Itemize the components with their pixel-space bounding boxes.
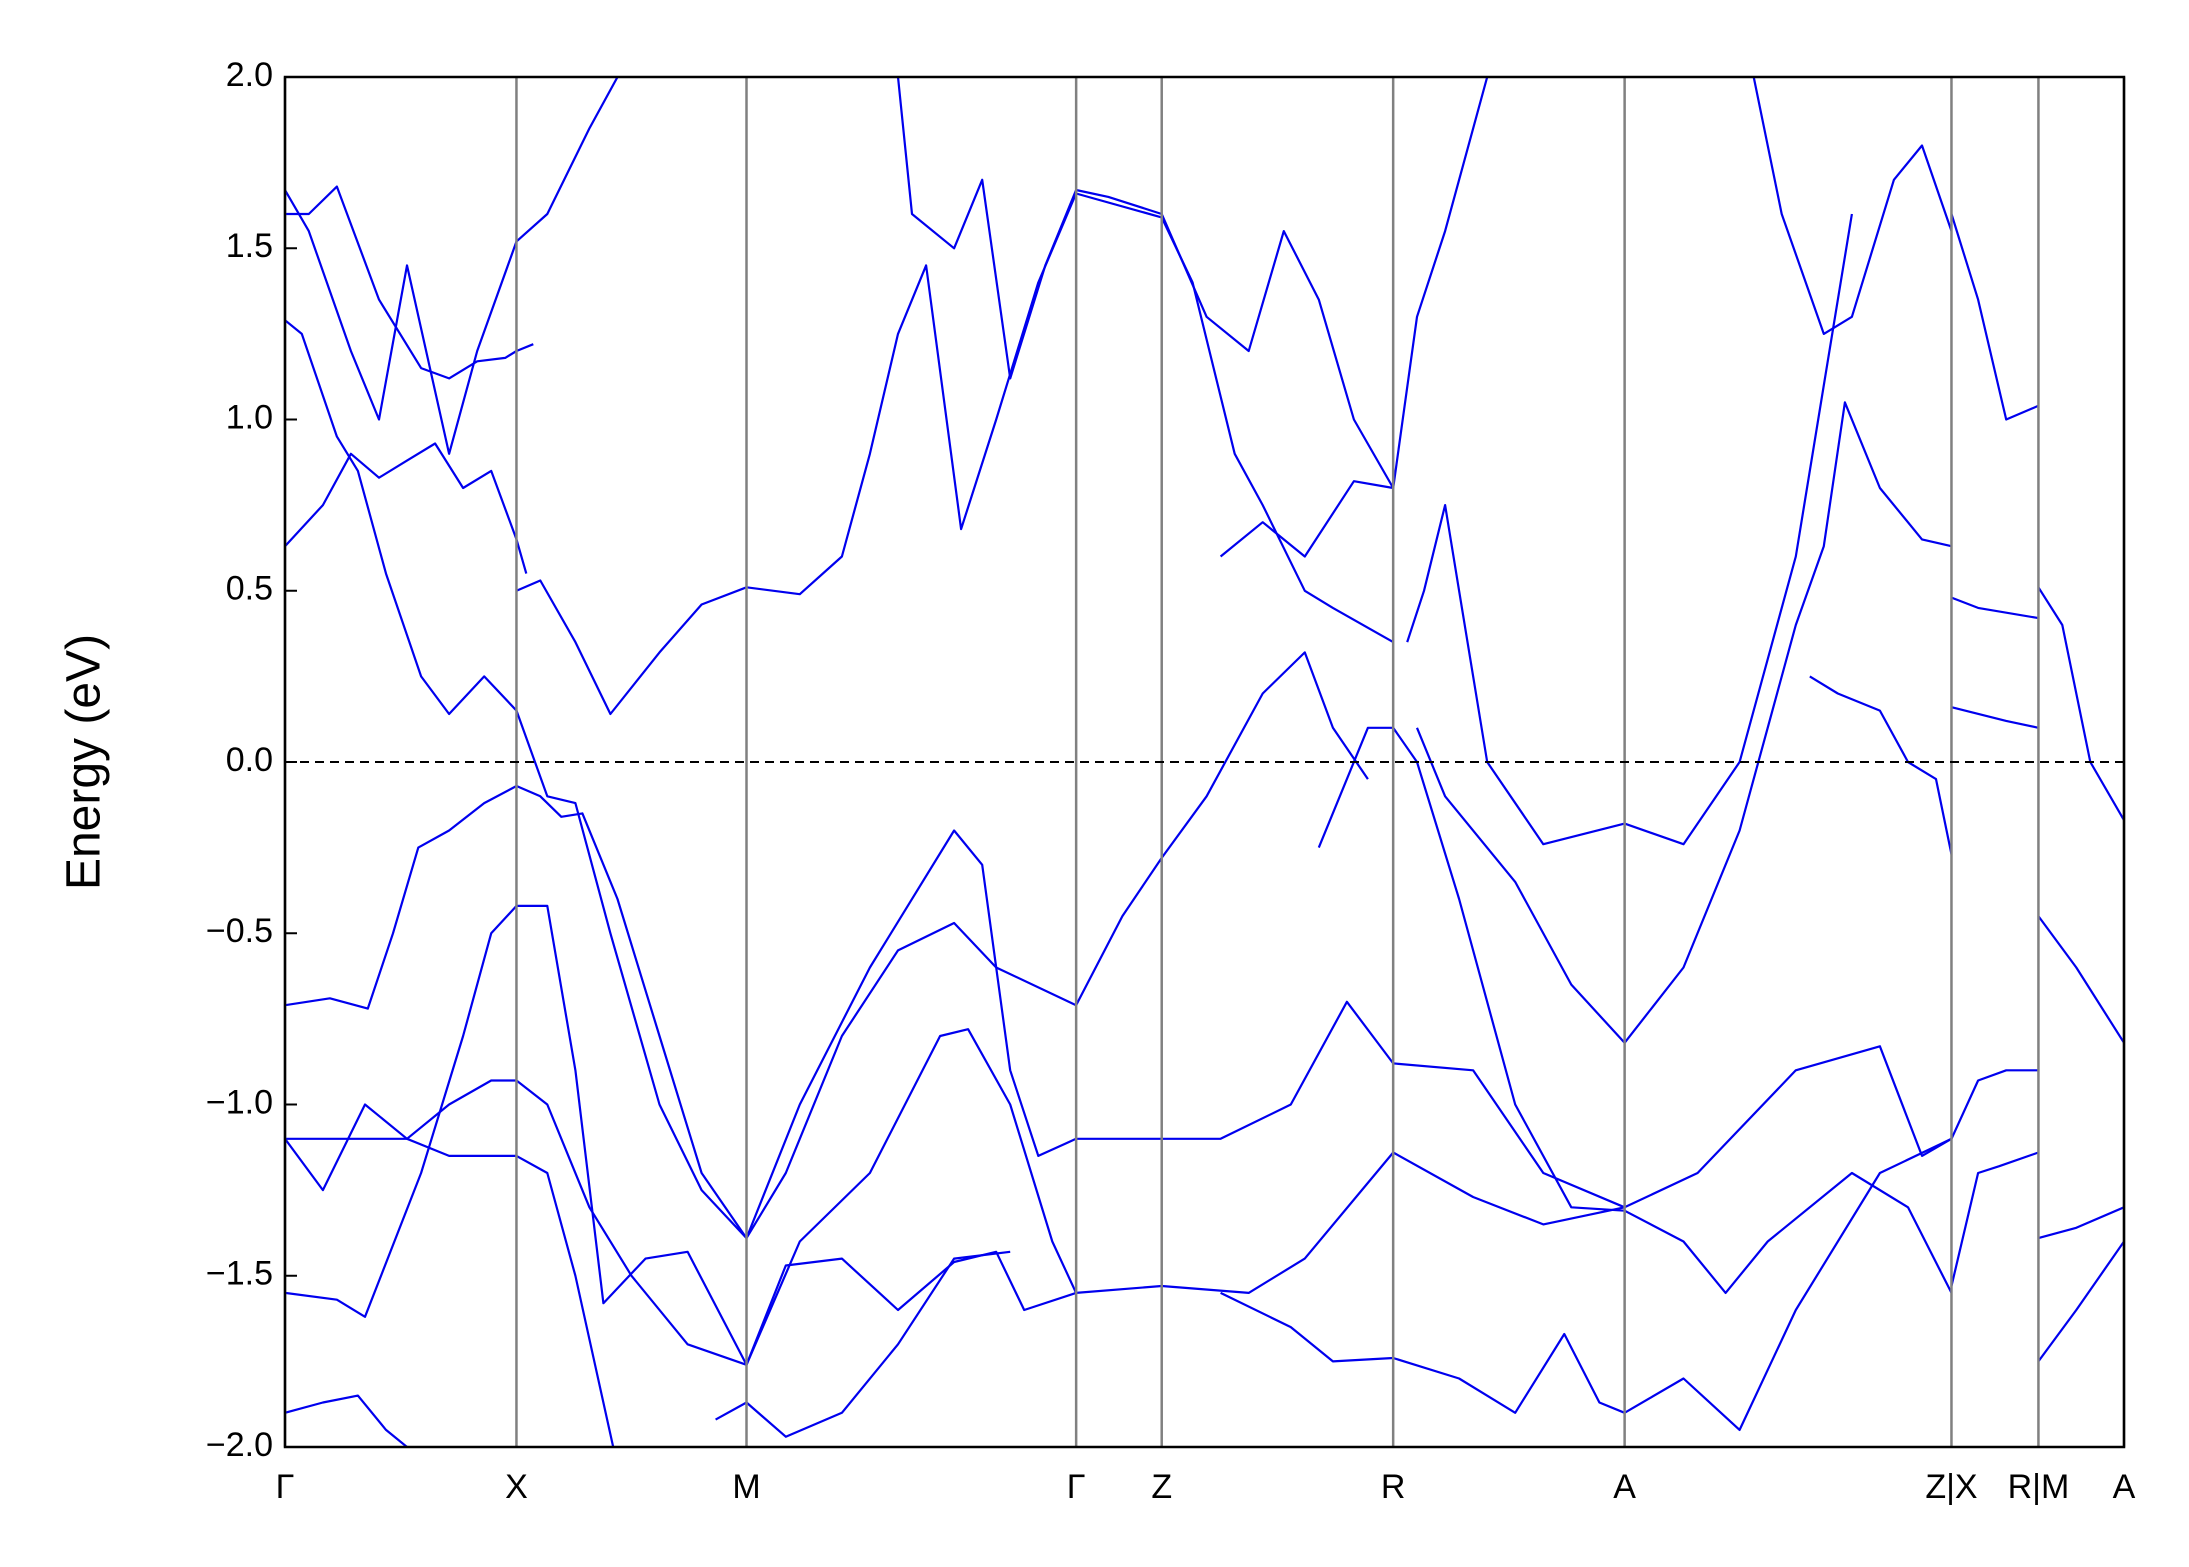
band-line [285, 1028, 1625, 1366]
x-tick-label: R [1381, 1468, 1406, 1506]
band-line [1317, 726, 1953, 1294]
y-tick-label: −2.0 [206, 1426, 273, 1464]
band-line [2037, 1240, 2124, 1363]
band-line [1415, 401, 1952, 1044]
x-tick-label: R|M [2008, 1468, 2070, 1506]
band-line [1809, 675, 1953, 855]
band-line [285, 904, 1077, 1366]
band-line [715, 1250, 1011, 1438]
band-line [2038, 1206, 2124, 1240]
y-axis-label: Energy (eV) [58, 634, 111, 890]
band-line [285, 1394, 408, 1447]
band-line [2037, 586, 2124, 821]
x-tick-label: Z|X [1925, 1468, 1977, 1506]
band-line [1950, 213, 2039, 421]
band-line [1406, 213, 1853, 846]
band-line [285, 784, 1953, 1240]
band-line [285, 185, 534, 380]
band-line [1950, 1151, 2039, 1287]
band-line [1220, 1137, 1952, 1431]
plot-frame [283, 75, 2126, 1449]
band-line [1219, 77, 1489, 558]
y-tick-label: −1.0 [206, 1083, 273, 1121]
y-tick-label: 1.5 [226, 227, 273, 265]
x-tick-label: Γ [1067, 1468, 1086, 1506]
x-tick-label: M [732, 1468, 760, 1506]
band-line [516, 192, 1394, 716]
band-line [1951, 596, 2039, 620]
band-line [1752, 77, 1953, 335]
y-tick-label: 0.5 [226, 570, 273, 608]
y-tick-label: −1.5 [206, 1255, 273, 1293]
y-tick-label: 1.0 [226, 398, 273, 436]
x-tick-label: Z [1151, 1468, 1172, 1506]
band-line [285, 319, 1369, 1240]
plot-area [285, 77, 2124, 1447]
y-tick-label: 2.0 [226, 56, 273, 94]
x-tick-label: A [2113, 1468, 2136, 1506]
y-tick-label: 0.0 [226, 741, 273, 779]
x-tick-label: Γ [276, 1468, 295, 1506]
band-line [285, 442, 528, 574]
band-line [285, 77, 619, 455]
x-tick-label: X [505, 1468, 528, 1506]
band-line [1950, 1069, 2039, 1140]
y-tick-label: −0.5 [206, 912, 273, 950]
band-line [285, 1103, 615, 1447]
band-line [2037, 915, 2124, 1044]
x-tick-label: A [1613, 1468, 1636, 1506]
band-line [1951, 706, 2039, 729]
band-line [896, 77, 1395, 489]
